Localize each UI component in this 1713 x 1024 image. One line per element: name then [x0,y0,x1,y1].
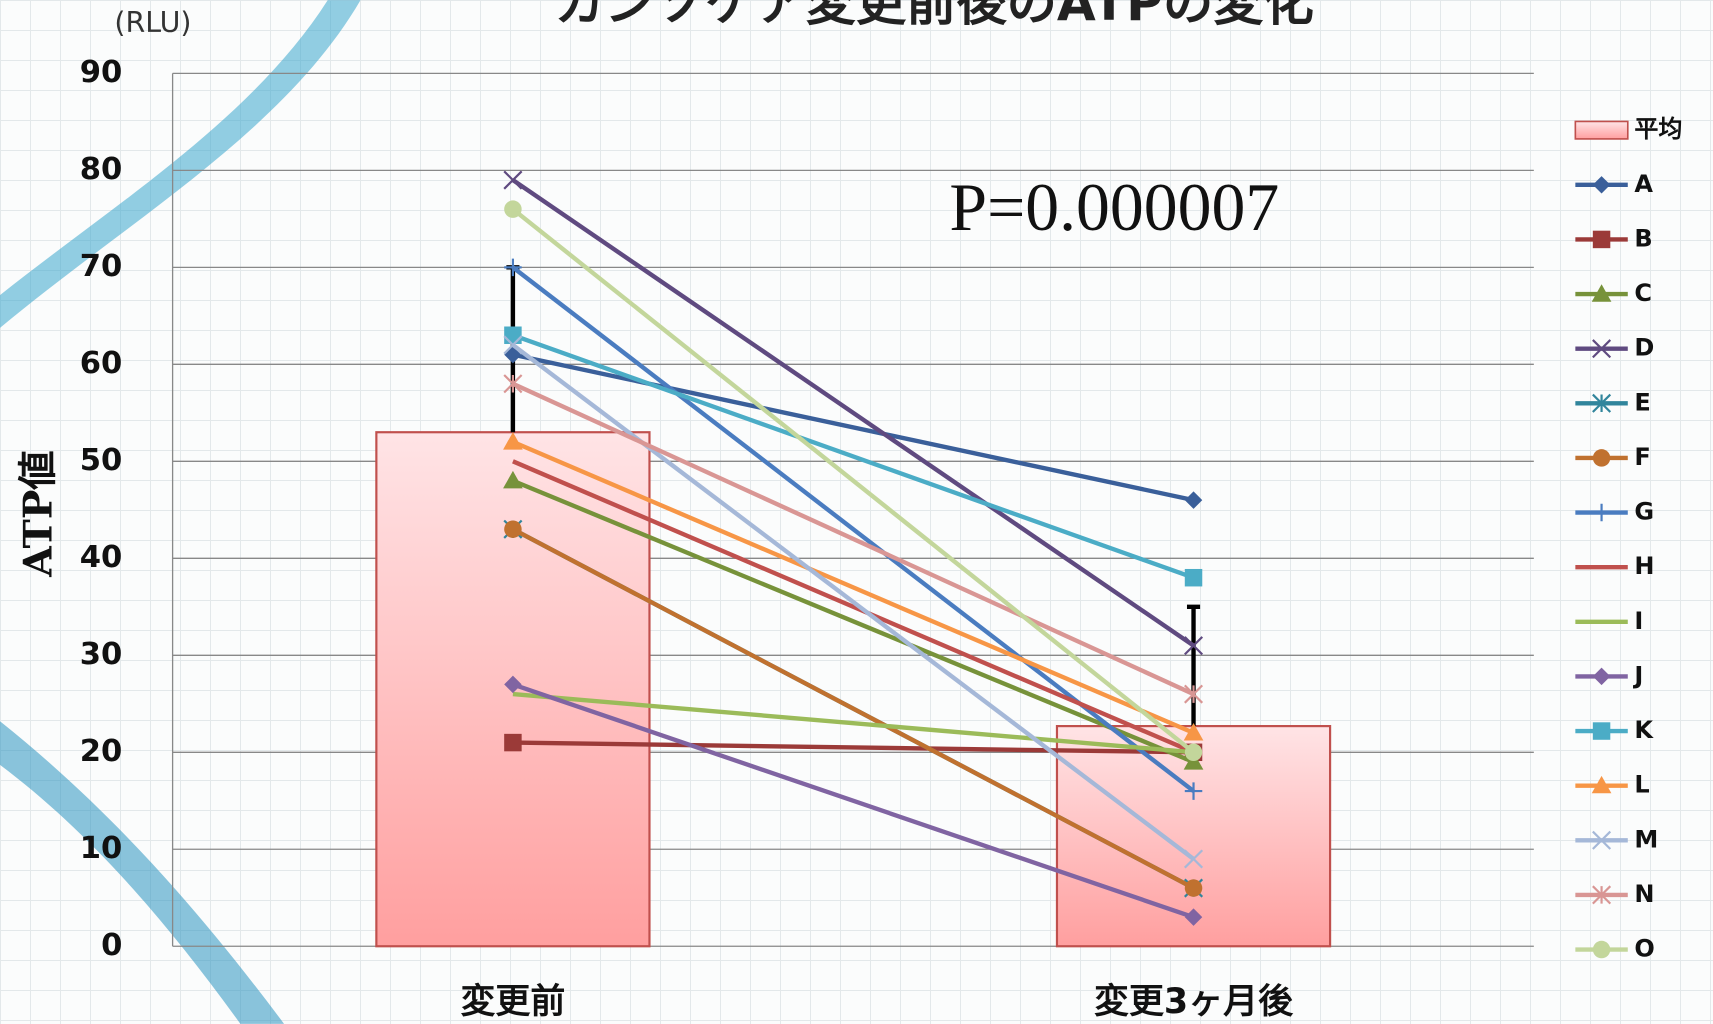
series-line [512,459,1195,755]
y-axis-label: ATP値 [16,450,62,577]
legend-marker [1592,503,1611,522]
y-unit: (RLU) [114,6,191,39]
point-marker [503,170,523,190]
legend-label: K [1634,716,1654,744]
point-marker [504,326,522,344]
y-tick-label: 90 [80,55,123,90]
legend-marker [1592,176,1611,194]
legend-label: A [1634,170,1653,198]
legend-marker [1592,940,1611,959]
point-marker [503,374,523,394]
legend-label: C [1634,279,1652,307]
legend-marker [1592,830,1612,850]
point-marker [1184,568,1203,587]
legend-label: L [1634,771,1649,799]
point-marker [1184,849,1204,869]
point-marker [503,432,523,450]
legend-label: H [1634,552,1654,580]
legend-label: 平均 [1634,115,1682,143]
legend-label: G [1634,498,1654,526]
legend-label: E [1634,388,1650,416]
point-marker [1184,684,1204,704]
annotation: P=0.000007 [949,170,1279,245]
y-tick-label: 20 [80,734,123,769]
legend-label: J [1632,661,1643,689]
y-tick-label: 80 [80,152,123,187]
point-marker [1184,908,1203,926]
legend-marker [1592,449,1611,467]
y-tick-label: 70 [80,249,123,284]
legend-label: O [1634,935,1654,963]
point-marker [1184,491,1203,509]
point-marker [503,470,523,489]
y-tick-label: 30 [80,637,123,672]
y-tick-label: 10 [80,831,123,866]
point-marker [503,335,523,355]
legend-label: M [1634,825,1658,853]
legend-label: D [1634,334,1654,362]
legend-marker [1592,667,1611,686]
series-line [511,527,1195,890]
y-tick-label: 50 [80,443,123,478]
series-line [512,691,1194,755]
legend-marker [1592,393,1612,413]
series-line [512,682,1195,920]
point-marker [1184,879,1203,897]
legend-label: N [1634,880,1654,908]
x-tick-label: 変更3ヶ月後 [1094,981,1294,1022]
point-marker [504,200,522,218]
legend-marker [1592,722,1611,740]
legend-marker [1592,230,1611,249]
y-tick-label: 40 [80,540,123,575]
point-marker [1183,723,1204,741]
series-line [511,343,1195,861]
series-line [512,333,1195,580]
point-marker [504,675,522,694]
legend-label: I [1634,607,1643,635]
point-marker [1184,743,1203,762]
legend-marker [1591,284,1612,302]
point-marker [504,520,522,538]
series-line [512,439,1195,735]
legend-label: F [1634,443,1650,471]
series-line [512,478,1195,765]
point-marker [504,258,522,277]
point-marker [504,733,522,752]
series-line [512,740,1194,755]
legend-marker [1591,775,1612,794]
series-line [511,207,1195,754]
legend-marker [1592,339,1612,359]
y-tick-label: 60 [80,346,123,381]
chart-title: カンソケア変更前後のATPの変化 [554,0,1313,32]
y-tick-label: 0 [101,928,122,963]
legend-marker [1592,885,1612,905]
point-marker [1184,782,1203,800]
series-line [512,352,1194,503]
legend-label: B [1634,224,1652,252]
legend-swatch [1574,120,1629,140]
x-tick-label: 変更前 [461,981,566,1022]
decoration [0,721,285,1024]
series-line [511,178,1195,648]
point-marker [1184,636,1204,656]
series-line [512,381,1195,697]
decoration [0,0,361,328]
